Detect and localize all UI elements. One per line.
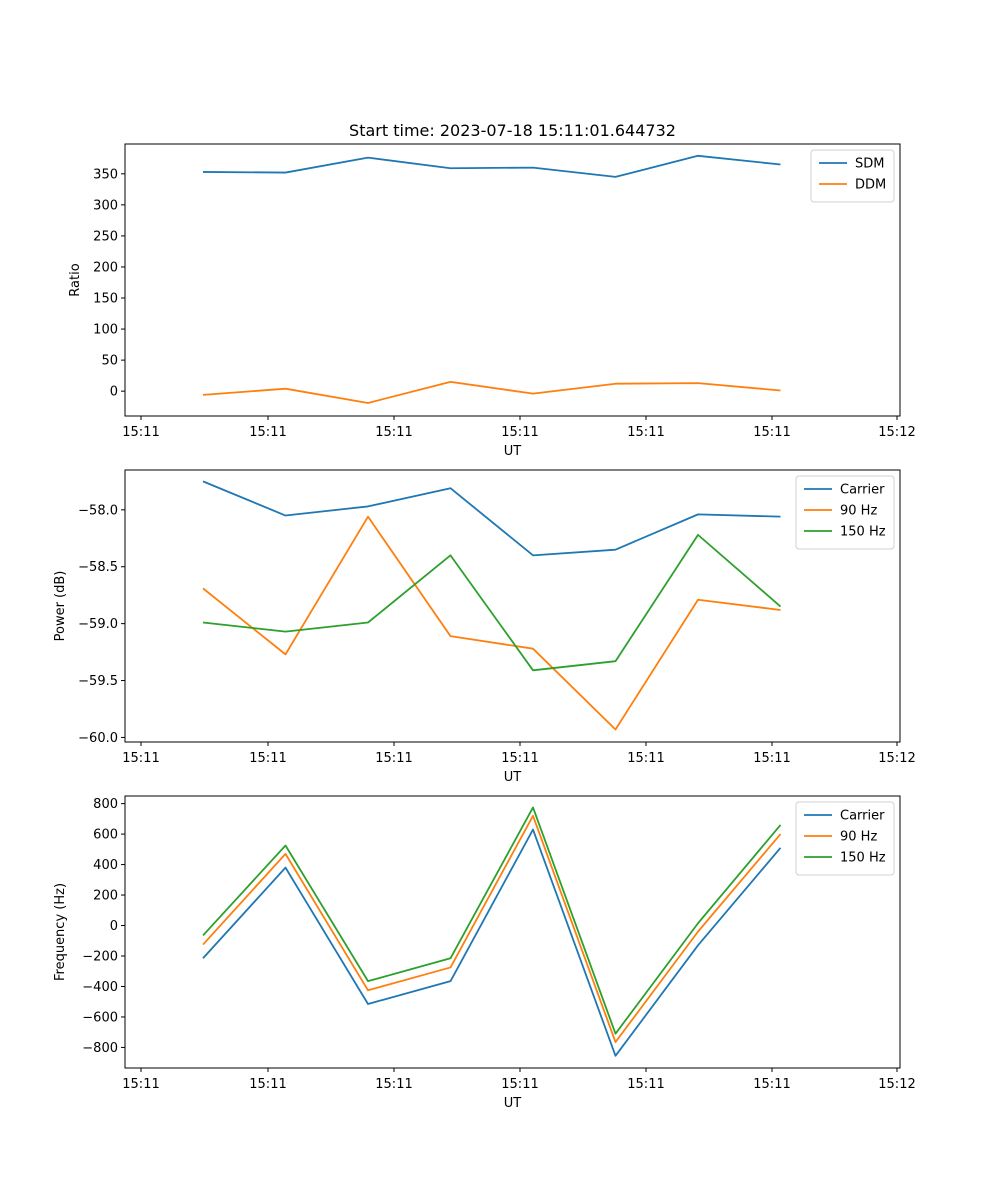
y-tick-label: 150: [93, 292, 118, 307]
series-line-ddm: [202, 380, 781, 404]
y-tick-label: 350: [93, 167, 118, 182]
x-tick-label: 15:11: [122, 425, 159, 440]
y-tick-label: −58.0: [78, 503, 118, 518]
x-tick-label: 15:11: [249, 1077, 286, 1092]
y-tick-label: −200: [82, 950, 118, 965]
chart-panel-3: −800 −600 −400 −200 0 200 400 600 800 15:11 15:11 1…: [53, 795, 916, 1111]
y-tick-label: 800: [93, 797, 118, 812]
y-tick-label: 600: [93, 828, 118, 843]
x-tick-label: 15:11: [122, 1077, 159, 1092]
series-line-150-hz: [202, 533, 782, 672]
x-tick-label: 15:11: [753, 751, 790, 766]
x-tick-label: 15:11: [753, 1077, 790, 1092]
x-tick-label: 15:11: [627, 425, 664, 440]
y-tick-label: −800: [82, 1041, 118, 1056]
y-tick-label: 50: [101, 354, 118, 369]
x-tick-label: 15:11: [375, 751, 412, 766]
y-tick-label: −60.0: [78, 731, 118, 746]
y-tick-label: 0: [110, 919, 118, 934]
x-axis-label: UT: [504, 770, 522, 785]
chart-panel-1: Start time: 2023-07-18 15:11:01.644732 0 5…: [68, 121, 916, 459]
legend-label: SDM: [855, 157, 884, 172]
legend: Carrier 90 Hz 150 Hz: [795, 801, 895, 876]
x-axis-label: UT: [504, 1096, 522, 1111]
y-tick-label: 250: [93, 229, 118, 244]
plot-frame: [124, 795, 901, 1069]
plot-frame: [124, 143, 901, 417]
chart-panel-2: −60.0 −59.5 −59.0 −58.5 −58.0 15:11 15:11 15:11…: [53, 469, 916, 785]
plot-frame: [124, 469, 901, 743]
y-axis-label: Power (dB): [53, 571, 68, 642]
legend-label: Carrier: [840, 809, 885, 824]
y-tick-label: −400: [82, 980, 118, 995]
y-tick-label: 200: [93, 260, 118, 275]
y-tick-label: −59.0: [78, 617, 118, 632]
x-tick-label: 15:12: [878, 751, 915, 766]
x-tick-label: 15:11: [501, 751, 538, 766]
y-axis-label: Frequency (Hz): [53, 883, 68, 981]
legend-label: DDM: [855, 178, 886, 193]
legend-label: 150 Hz: [840, 851, 886, 866]
x-tick-label: 15:11: [375, 425, 412, 440]
series-line-sdm: [202, 154, 781, 178]
series-line-150-hz: [202, 806, 782, 1035]
x-tick-label: 15:11: [249, 425, 286, 440]
y-tick-label: −600: [82, 1010, 118, 1025]
y-axis-label: Ratio: [68, 263, 83, 296]
x-tick-label: 15:11: [753, 425, 790, 440]
x-tick-label: 15:12: [878, 425, 915, 440]
y-tick-label: 300: [93, 198, 118, 213]
y-tick-label: −59.5: [78, 674, 118, 689]
legend-label: 90 Hz: [840, 504, 877, 519]
series-line-carrier: [202, 828, 782, 1057]
y-tick-label: −58.5: [78, 560, 118, 575]
series-line-90-hz: [202, 814, 782, 1043]
x-tick-label: 15:11: [627, 1077, 664, 1092]
legend: SDM DDM: [810, 149, 895, 203]
x-tick-label: 15:11: [627, 751, 664, 766]
y-tick-label: 0: [110, 385, 118, 400]
x-tick-label: 15:11: [375, 1077, 412, 1092]
legend-label: 90 Hz: [840, 830, 877, 845]
y-tick-label: 100: [93, 323, 118, 338]
x-tick-label: 15:11: [249, 751, 286, 766]
x-tick-label: 15:11: [501, 425, 538, 440]
x-tick-label: 15:11: [122, 751, 159, 766]
x-axis-label: UT: [504, 444, 522, 459]
y-tick-label: 400: [93, 858, 118, 873]
x-tick-label: 15:12: [878, 1077, 915, 1092]
x-tick-label: 15:11: [501, 1077, 538, 1092]
series-line-90-hz: [202, 515, 781, 731]
legend: Carrier 90 Hz 150 Hz: [795, 475, 895, 550]
series-line-carrier: [202, 480, 781, 557]
y-tick-label: 200: [93, 889, 118, 904]
legend-label: 150 Hz: [840, 525, 886, 540]
chart-title: Start time: 2023-07-18 15:11:01.644732: [349, 121, 676, 140]
legend-label: Carrier: [840, 483, 885, 498]
